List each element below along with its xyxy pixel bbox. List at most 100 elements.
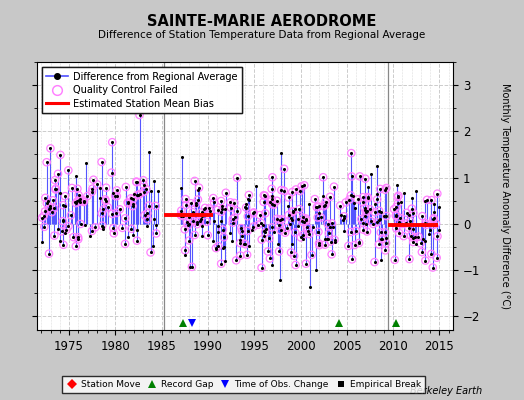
Point <box>218 206 226 212</box>
Point <box>289 209 297 215</box>
Point <box>89 176 97 183</box>
Point <box>313 214 322 221</box>
Point <box>102 198 110 204</box>
Point <box>97 159 106 165</box>
Point <box>348 256 356 262</box>
Point <box>72 243 80 249</box>
Point <box>432 254 441 261</box>
Point <box>221 206 229 212</box>
Point <box>321 198 330 205</box>
Point <box>257 236 266 243</box>
Point <box>192 200 200 207</box>
Point <box>214 243 223 249</box>
Point <box>96 184 104 191</box>
Point <box>188 264 196 270</box>
Point <box>101 196 110 202</box>
Point <box>201 205 209 211</box>
Point <box>260 192 269 199</box>
Point <box>355 239 363 246</box>
Point <box>414 233 422 240</box>
Point <box>359 220 367 226</box>
Point <box>406 218 414 224</box>
Point <box>77 221 85 227</box>
Point <box>151 203 160 209</box>
Point <box>275 216 283 223</box>
Point <box>336 212 345 218</box>
Point <box>299 232 308 238</box>
Point <box>195 218 204 224</box>
Point <box>38 214 46 221</box>
Point <box>321 202 330 208</box>
Point <box>46 145 54 152</box>
Point <box>152 222 160 228</box>
Point <box>429 216 438 223</box>
Point <box>270 229 279 235</box>
Point <box>275 222 283 229</box>
Point <box>134 192 143 198</box>
Point <box>202 218 211 225</box>
Point <box>210 199 219 206</box>
Point <box>264 248 272 255</box>
Point <box>254 222 263 228</box>
Point <box>278 216 286 223</box>
Point <box>97 210 106 217</box>
Point <box>139 177 147 184</box>
Point <box>405 212 413 218</box>
Point <box>217 209 225 215</box>
Point <box>128 203 137 209</box>
Point <box>376 216 385 222</box>
Point <box>59 216 68 223</box>
Point <box>222 190 230 196</box>
Point <box>124 199 132 206</box>
Point <box>59 218 67 224</box>
Point <box>299 219 308 226</box>
Point <box>198 223 206 229</box>
Point <box>193 218 201 225</box>
Point <box>409 234 418 241</box>
Point <box>183 219 191 225</box>
Point <box>249 223 258 230</box>
Point <box>57 228 66 234</box>
Point <box>67 212 75 218</box>
Point <box>409 234 418 241</box>
Point <box>181 226 189 233</box>
Point <box>244 213 252 220</box>
Point <box>281 230 289 236</box>
Point <box>88 188 96 195</box>
Point <box>228 238 236 244</box>
Point <box>266 198 275 205</box>
Point <box>181 247 189 254</box>
Point <box>417 240 425 246</box>
Point <box>48 209 56 215</box>
Point <box>259 192 268 198</box>
Point <box>232 257 241 264</box>
Point <box>364 194 372 200</box>
Point <box>241 241 249 248</box>
Point <box>395 230 403 236</box>
Point <box>179 213 188 220</box>
Point <box>357 216 366 222</box>
Point <box>321 202 330 208</box>
Point <box>134 192 142 198</box>
Point <box>268 174 277 180</box>
Point <box>336 202 344 209</box>
Point <box>396 215 404 221</box>
Point <box>276 276 285 283</box>
Point <box>266 255 274 262</box>
Point <box>220 234 228 240</box>
Point <box>285 194 293 201</box>
Point <box>257 264 266 271</box>
Point <box>261 210 269 216</box>
Point <box>295 206 303 212</box>
Point <box>362 209 370 215</box>
Point <box>261 229 269 236</box>
Point <box>242 204 250 211</box>
Point <box>363 208 372 215</box>
Point <box>276 150 285 156</box>
Point <box>189 218 197 224</box>
Point <box>218 206 226 212</box>
Point <box>299 219 308 226</box>
Point <box>375 208 383 214</box>
Point <box>299 214 307 221</box>
Point <box>314 229 323 235</box>
